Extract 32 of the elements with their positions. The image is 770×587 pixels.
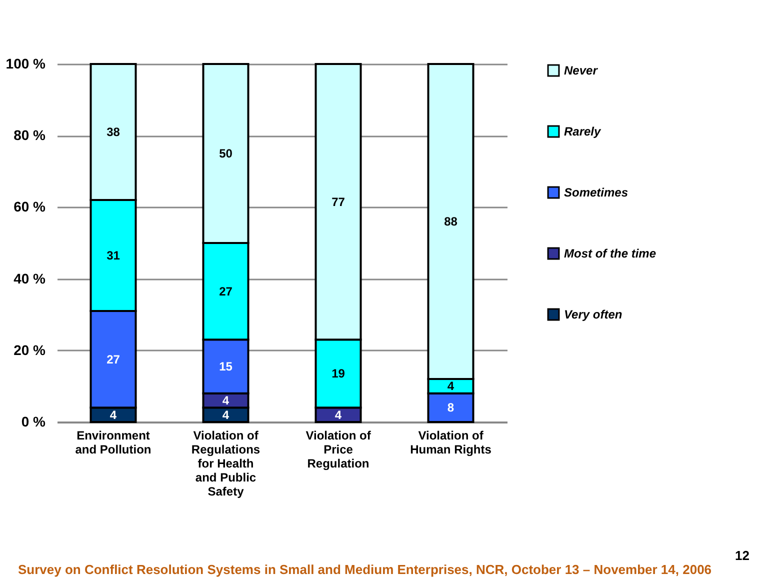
legend-label: Most of the time <box>564 246 656 260</box>
data-label: 27 <box>219 284 233 298</box>
data-label: 38 <box>106 125 120 140</box>
data-label: 15 <box>219 360 233 374</box>
data-label: 50 <box>219 146 233 160</box>
x-tick-label: Violation of Price Regulation <box>306 428 372 470</box>
y-tick-label: 80 % <box>14 127 46 144</box>
data-label: 31 <box>106 248 120 263</box>
y-tick-label: 40 % <box>14 270 46 286</box>
y-tick-label: 60 % <box>14 198 46 215</box>
x-tick-label: Violation of Regulations for Health and Public Safety <box>191 428 260 498</box>
y-tick-label: 20 % <box>14 342 46 358</box>
legend-label: Sometimes <box>564 186 628 200</box>
data-label: 4 <box>222 408 230 422</box>
data-label: 4 <box>334 408 342 422</box>
legend-label: Never <box>564 64 599 78</box>
data-label: 19 <box>332 366 346 381</box>
x-tick-label: Environment and Pollution <box>75 428 152 456</box>
data-label: 4 <box>447 379 454 394</box>
x-tick-label: Violation of Human Rights <box>410 428 492 456</box>
text: Survey on Conflict Resolution Systems in Small and Medium Enterprises, NCR, October 13 – November 14, 2006 <box>18 562 712 577</box>
data-label: 8 <box>447 400 454 415</box>
data-label: 77 <box>332 194 346 209</box>
y-tick-label: 0 % <box>21 414 46 430</box>
data-label: 4 <box>110 408 117 422</box>
data-label: 27 <box>106 352 120 366</box>
data-label: 4 <box>222 394 230 408</box>
data-label: 88 <box>444 214 458 229</box>
y-tick-label: 100 % <box>6 56 46 72</box>
legend-label: Rarely <box>564 124 602 138</box>
text: 12 <box>735 548 750 563</box>
legend-label: Very often <box>564 308 622 322</box>
